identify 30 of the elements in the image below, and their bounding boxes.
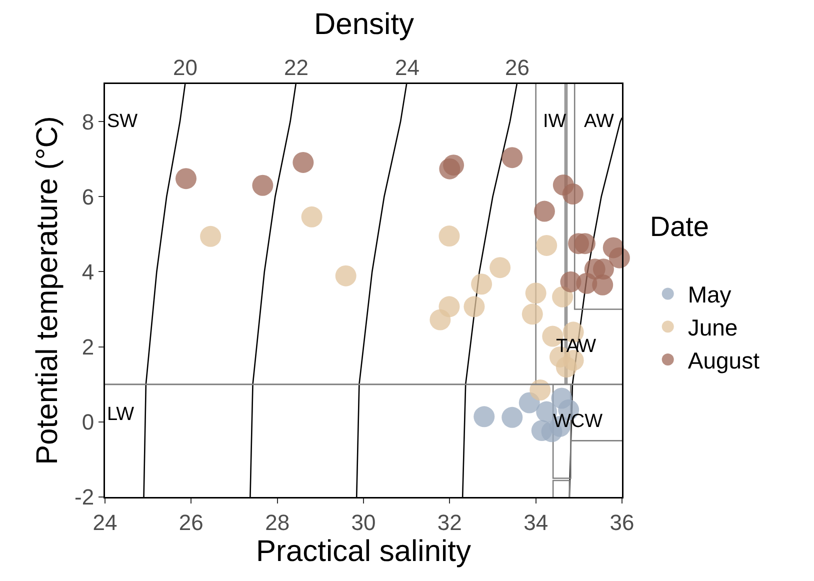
x-tick-label: 24 [92,510,118,535]
y-axis-title: Potential temperature (°C) [30,116,64,465]
legend-label: June [688,314,738,341]
annotation: SW [107,111,138,132]
annotation: IW [543,111,566,132]
y-tick-label: 4 [82,259,94,284]
series-label: 22 [284,55,308,80]
text: Density [314,8,414,41]
y-tick-label: 2 [82,334,94,360]
y-tick-label: 0 [82,410,94,435]
x-tick-label: 30 [351,510,376,535]
annotation: TAW [556,336,596,357]
x-tick-label: 36 [610,510,634,535]
x-tick-label: 26 [178,510,204,535]
legend-title: Date [650,210,710,242]
annotation: WCW [553,411,603,432]
x-axis-title: Practical salinity [256,534,472,568]
x-tick-label: 28 [265,510,290,535]
series-label: 24 [395,55,420,80]
legend-label: August [688,348,760,374]
annotation: LW [107,404,134,425]
y-tick-label: 6 [82,184,94,210]
x-tick-label: 32 [437,510,462,535]
series-label: 26 [505,55,530,80]
y-tick-label: 8 [82,109,94,134]
series-label: 20 [173,55,198,80]
legend-label: May [688,282,732,308]
annotation: AW [584,111,614,132]
y-tick-label: -2 [74,484,94,510]
x-tick-label: 34 [524,510,548,535]
